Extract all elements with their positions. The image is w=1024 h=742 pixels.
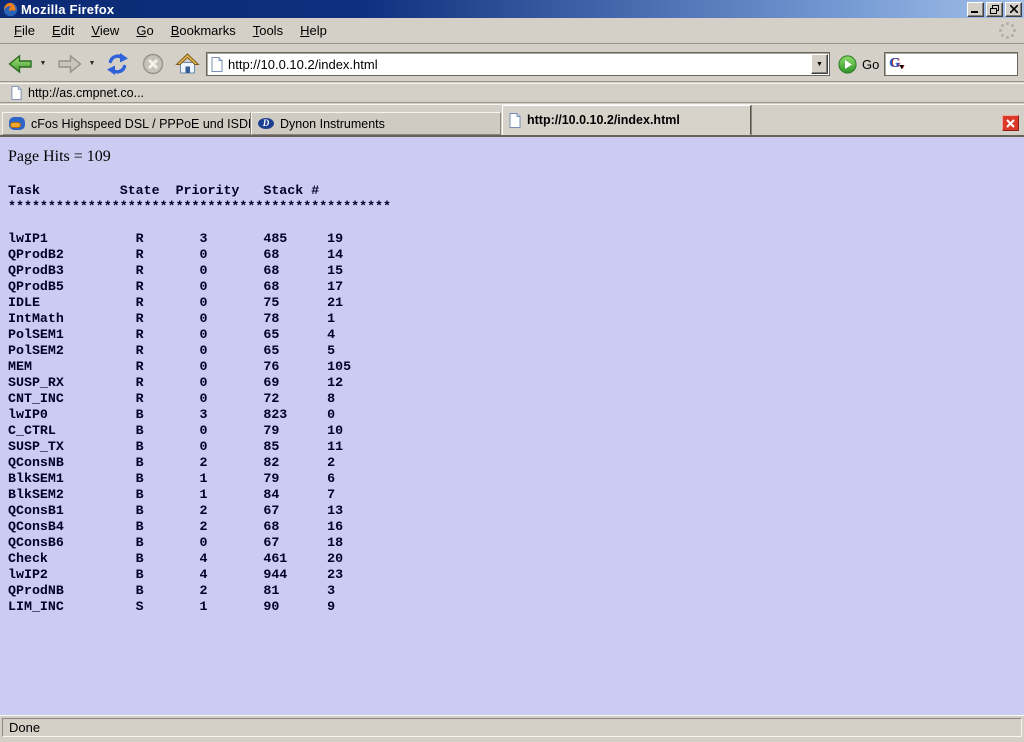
menu-bookmarks[interactable]: Bookmarks <box>170 23 236 38</box>
forward-dropdown[interactable]: ▼ <box>88 60 96 67</box>
menu-edit[interactable]: Edit <box>51 23 75 38</box>
bookmark-item[interactable]: http://as.cmpnet.co... <box>7 85 148 101</box>
close-button[interactable] <box>1005 1 1022 17</box>
page-icon <box>509 112 521 128</box>
window-title: Mozilla Firefox <box>21 1 115 17</box>
menu-view[interactable]: View <box>91 23 120 38</box>
go-label: Go <box>862 56 880 72</box>
status-bar: Done <box>0 715 1024 742</box>
navigation-toolbar: ▼ ▼ <box>0 45 1024 82</box>
firefox-logo-icon <box>3 2 18 16</box>
reload-button[interactable] <box>101 48 133 79</box>
back-icon <box>7 54 32 73</box>
tab-label: Dynon Instruments <box>280 116 385 131</box>
bookmarks-toolbar: http://as.cmpnet.co... <box>0 83 1024 103</box>
dynon-favicon: D <box>258 118 274 129</box>
reload-icon <box>106 52 128 75</box>
bookmark-label: http://as.cmpnet.co... <box>28 86 145 100</box>
search-box: G ▼ <box>884 52 1024 76</box>
go-button[interactable]: Go <box>838 52 879 76</box>
home-icon <box>174 52 200 73</box>
tab-index-html-active[interactable]: http://10.0.10.2/index.html <box>502 105 751 135</box>
close-icon <box>1009 5 1018 13</box>
tab-label: cFos Highspeed DSL / PPPoE und ISDN CAP.… <box>31 116 250 131</box>
stop-icon <box>142 53 164 74</box>
menu-go[interactable]: Go <box>136 23 154 38</box>
search-input[interactable] <box>905 56 1024 72</box>
tab-label: http://10.0.10.2/index.html <box>527 113 680 127</box>
forward-button[interactable] <box>53 48 85 79</box>
page-hits-text: Page Hits = 109 <box>8 148 111 165</box>
url-bar: ▼ <box>206 52 830 76</box>
task-table: Task State Priority Stack # ************… <box>8 183 392 614</box>
titlebar: Mozilla Firefox <box>0 0 1024 18</box>
back-button[interactable] <box>4 48 36 79</box>
restore-button[interactable] <box>986 1 1003 17</box>
go-icon <box>838 54 857 74</box>
url-input[interactable] <box>228 55 811 73</box>
page-icon <box>211 56 223 72</box>
restore-icon <box>990 4 999 14</box>
menu-file[interactable]: File <box>14 23 35 38</box>
page-content: Page Hits = 109 Task State Priority Stac… <box>0 137 1024 715</box>
menu-tools[interactable]: Tools <box>252 23 284 38</box>
minimize-icon <box>971 10 978 13</box>
forward-icon <box>57 54 82 73</box>
menu-help[interactable]: Help <box>300 23 327 38</box>
throbber-icon <box>999 22 1016 39</box>
stop-button[interactable] <box>137 48 169 79</box>
back-dropdown[interactable]: ▼ <box>39 60 47 67</box>
tab-cfos[interactable]: cFos Highspeed DSL / PPPoE und ISDN CAP.… <box>2 112 251 135</box>
url-dropdown[interactable]: ▼ <box>811 54 828 74</box>
minimize-button[interactable] <box>967 1 984 17</box>
close-tab-icon <box>1006 118 1015 128</box>
tab-dynon[interactable]: D Dynon Instruments <box>251 112 501 135</box>
home-button[interactable] <box>171 48 203 79</box>
status-text: Done <box>2 718 1022 737</box>
page-icon <box>11 86 22 100</box>
tab-strip: cFos Highspeed DSL / PPPoE und ISDN CAP.… <box>0 104 1024 137</box>
close-tab-button[interactable] <box>1002 115 1019 131</box>
google-search-icon[interactable]: G ▼ <box>889 56 905 72</box>
cfos-favicon <box>9 117 25 130</box>
menubar: File Edit View Go Bookmarks Tools Help <box>0 18 1024 44</box>
